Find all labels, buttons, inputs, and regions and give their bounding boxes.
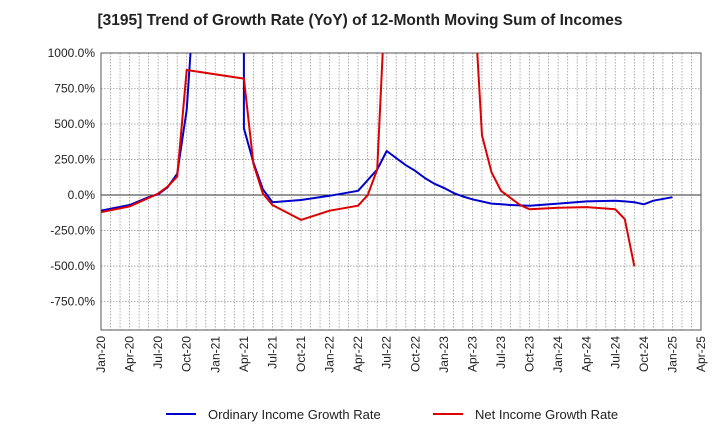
x-tick-label: Jan-20: [94, 336, 108, 373]
x-tick-label: Apr-20: [123, 336, 137, 372]
x-tick-label: Jul-22: [380, 336, 394, 369]
series-line-2: [101, 53, 636, 267]
legend-label-2: Net Income Growth Rate: [475, 407, 618, 422]
x-tick-label: Jan-21: [208, 336, 222, 373]
y-tick-label: 1000.0%: [48, 46, 96, 60]
x-tick-label: Oct-24: [637, 336, 651, 372]
x-tick-label: Jan-24: [551, 336, 565, 373]
legend-label-1: Ordinary Income Growth Rate: [208, 407, 381, 422]
x-tick-label: Oct-20: [180, 336, 194, 372]
x-tick-label: Oct-23: [523, 336, 537, 372]
y-tick-label: -250.0%: [50, 224, 95, 238]
x-tick-label: Jan-23: [437, 336, 451, 373]
x-tick-label: Jan-22: [323, 336, 337, 373]
x-tick-label: Jul-23: [494, 336, 508, 369]
x-tick-label: Apr-25: [694, 336, 708, 372]
chart-title: [3195] Trend of Growth Rate (YoY) of 12-…: [97, 12, 623, 29]
x-tick-label: Jan-25: [665, 336, 679, 373]
x-tick-label: Oct-22: [408, 336, 422, 372]
x-tick-label: Apr-24: [580, 336, 594, 372]
x-tick-label: Jul-24: [608, 336, 622, 369]
x-tick-label: Oct-21: [294, 336, 308, 372]
y-tick-label: 250.0%: [54, 153, 95, 167]
x-tick-label: Apr-22: [351, 336, 365, 372]
y-tick-label: 0.0%: [68, 188, 96, 202]
y-tick-label: -500.0%: [50, 259, 95, 273]
y-tick-label: 500.0%: [54, 117, 95, 131]
y-tick-label: 750.0%: [54, 82, 95, 96]
y-tick-label: -750.0%: [50, 295, 95, 309]
x-tick-label: Jul-20: [151, 336, 165, 369]
x-tick-label: Apr-23: [465, 336, 479, 372]
plot-frame: [100, 52, 702, 331]
series-line-1: [101, 53, 673, 212]
x-tick-label: Apr-21: [237, 336, 251, 372]
x-tick-label: Jul-21: [265, 336, 279, 369]
